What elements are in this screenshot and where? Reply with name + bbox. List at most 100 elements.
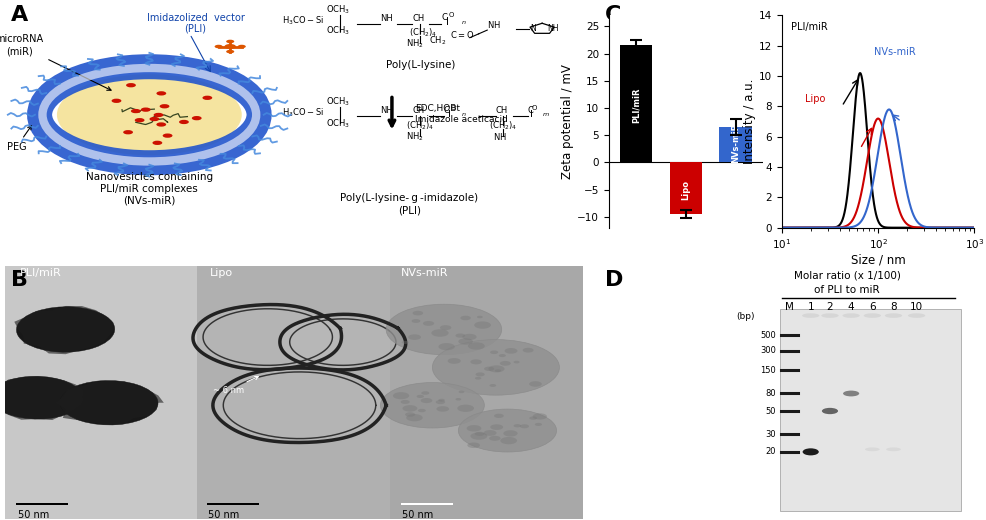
Circle shape — [503, 430, 517, 436]
Circle shape — [470, 359, 481, 365]
Circle shape — [436, 406, 449, 412]
Circle shape — [523, 348, 533, 353]
Ellipse shape — [386, 304, 501, 355]
Circle shape — [202, 96, 212, 100]
Text: of PLI to miR: of PLI to miR — [813, 285, 880, 295]
Ellipse shape — [842, 314, 859, 318]
Polygon shape — [280, 314, 405, 370]
Ellipse shape — [885, 447, 900, 451]
Text: Imidazole aceticacid: Imidazole aceticacid — [415, 115, 508, 124]
Text: NVs-miR: NVs-miR — [731, 123, 740, 163]
Circle shape — [466, 443, 479, 448]
Circle shape — [226, 50, 234, 54]
Text: 150: 150 — [759, 366, 775, 374]
Circle shape — [423, 321, 434, 326]
Circle shape — [532, 413, 546, 420]
Circle shape — [126, 83, 136, 87]
Text: Nanovesicles containing: Nanovesicles containing — [86, 173, 213, 183]
Circle shape — [513, 424, 521, 427]
Circle shape — [528, 417, 536, 420]
Text: (PLI): (PLI) — [397, 205, 420, 215]
Ellipse shape — [458, 409, 556, 452]
Text: 6: 6 — [868, 302, 875, 311]
Circle shape — [489, 436, 500, 441]
Circle shape — [156, 91, 166, 96]
Circle shape — [417, 409, 425, 412]
Text: NVs-miR: NVs-miR — [400, 268, 448, 278]
Circle shape — [408, 334, 421, 340]
Polygon shape — [56, 381, 164, 425]
Circle shape — [214, 45, 223, 48]
Circle shape — [499, 361, 510, 366]
Text: Molar ratio (x 1/100): Molar ratio (x 1/100) — [793, 270, 900, 280]
Circle shape — [528, 381, 541, 387]
Circle shape — [461, 334, 476, 340]
Circle shape — [520, 424, 528, 428]
Ellipse shape — [60, 381, 158, 425]
Bar — [669, 162, 701, 214]
Circle shape — [466, 425, 481, 432]
Circle shape — [488, 366, 504, 372]
Text: NVs-miR: NVs-miR — [874, 47, 915, 57]
Text: NH: NH — [380, 14, 392, 23]
Text: C: C — [528, 107, 533, 115]
Text: 2: 2 — [826, 302, 832, 311]
Text: PLI/miR complexes: PLI/miR complexes — [101, 184, 198, 194]
Circle shape — [412, 311, 423, 316]
Circle shape — [489, 384, 496, 387]
Text: Imidazolized  vector: Imidazolized vector — [147, 13, 245, 23]
Text: $\mathrm{C=O}$: $\mathrm{C=O}$ — [450, 29, 473, 40]
Bar — [17, 502, 68, 505]
Text: PLI/miR: PLI/miR — [631, 87, 640, 123]
Circle shape — [141, 108, 151, 112]
Text: O: O — [448, 12, 454, 18]
Circle shape — [431, 329, 449, 337]
Circle shape — [435, 400, 445, 404]
Text: O: O — [531, 105, 536, 111]
Circle shape — [123, 130, 133, 134]
Text: 300: 300 — [759, 346, 775, 355]
Text: N: N — [530, 24, 535, 33]
Text: $\mathrm{CH_2}$: $\mathrm{CH_2}$ — [429, 35, 447, 47]
Text: NH: NH — [380, 107, 392, 115]
Circle shape — [57, 74, 242, 155]
Text: $\mathrm{NH_2}$: $\mathrm{NH_2}$ — [406, 37, 424, 50]
X-axis label: Size / nm: Size / nm — [850, 254, 904, 267]
Circle shape — [498, 354, 506, 357]
Text: C: C — [604, 5, 620, 25]
Circle shape — [438, 343, 455, 350]
Polygon shape — [14, 306, 114, 354]
Circle shape — [131, 109, 141, 113]
Circle shape — [455, 398, 460, 400]
Circle shape — [154, 113, 164, 117]
Ellipse shape — [0, 376, 83, 419]
Text: 500: 500 — [759, 331, 775, 340]
Circle shape — [411, 319, 420, 323]
Circle shape — [404, 412, 415, 417]
Bar — [207, 502, 258, 505]
Text: C: C — [444, 107, 450, 115]
Circle shape — [156, 122, 166, 127]
Text: $\mathrm{OCH_3}$: $\mathrm{OCH_3}$ — [325, 25, 349, 37]
Text: NH: NH — [546, 24, 558, 33]
Text: M: M — [784, 302, 793, 311]
Text: 8: 8 — [889, 302, 896, 311]
Circle shape — [483, 367, 494, 371]
Text: $_n$: $_n$ — [460, 110, 466, 120]
Circle shape — [226, 40, 234, 43]
Text: Poly(L-lysine- g -imidazole): Poly(L-lysine- g -imidazole) — [340, 192, 478, 203]
Ellipse shape — [883, 314, 901, 318]
Polygon shape — [213, 368, 386, 443]
Text: 50 nm: 50 nm — [401, 510, 433, 520]
Bar — [779, 309, 960, 511]
Circle shape — [440, 325, 451, 330]
Text: $\mathrm{(CH_2)_4}$: $\mathrm{(CH_2)_4}$ — [488, 120, 517, 132]
Circle shape — [457, 405, 473, 412]
Circle shape — [467, 342, 484, 349]
Circle shape — [504, 348, 517, 354]
Y-axis label: Zeta potential / mV: Zeta potential / mV — [561, 64, 574, 179]
Text: Lipo: Lipo — [210, 268, 233, 278]
Circle shape — [458, 339, 472, 345]
Ellipse shape — [863, 314, 880, 318]
Circle shape — [416, 395, 424, 398]
